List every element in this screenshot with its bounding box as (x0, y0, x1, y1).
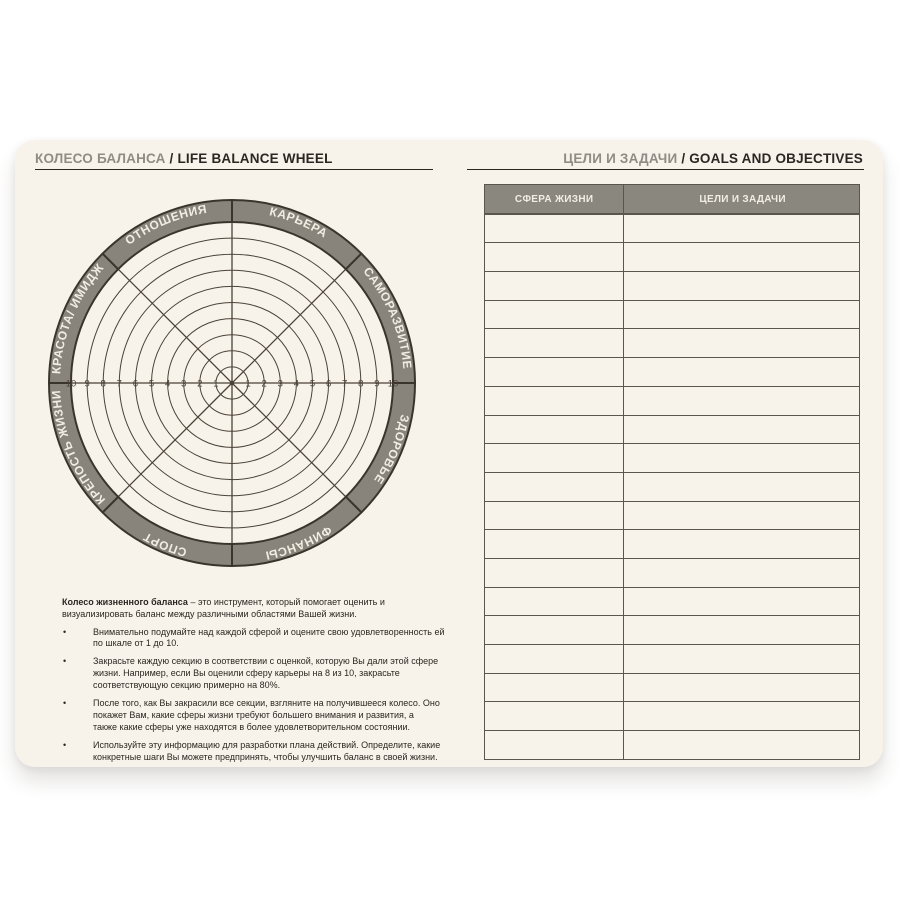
svg-text:9: 9 (374, 378, 379, 389)
svg-text:1: 1 (213, 378, 218, 389)
svg-text:3: 3 (278, 378, 283, 389)
svg-text:5: 5 (149, 378, 154, 389)
svg-text:3: 3 (181, 378, 186, 389)
svg-text:8: 8 (101, 378, 106, 389)
svg-text:4: 4 (165, 378, 170, 389)
svg-text:8: 8 (358, 378, 363, 389)
svg-text:5: 5 (310, 378, 315, 389)
svg-text:6: 6 (133, 378, 138, 389)
svg-text:9: 9 (84, 378, 89, 389)
svg-text:1: 1 (245, 378, 250, 389)
svg-text:7: 7 (342, 378, 347, 389)
svg-text:4: 4 (294, 378, 299, 389)
svg-text:10: 10 (388, 378, 399, 389)
svg-text:7: 7 (117, 378, 122, 389)
svg-text:10: 10 (66, 378, 77, 389)
svg-text:2: 2 (262, 378, 267, 389)
svg-text:2: 2 (197, 378, 202, 389)
svg-text:6: 6 (326, 378, 331, 389)
